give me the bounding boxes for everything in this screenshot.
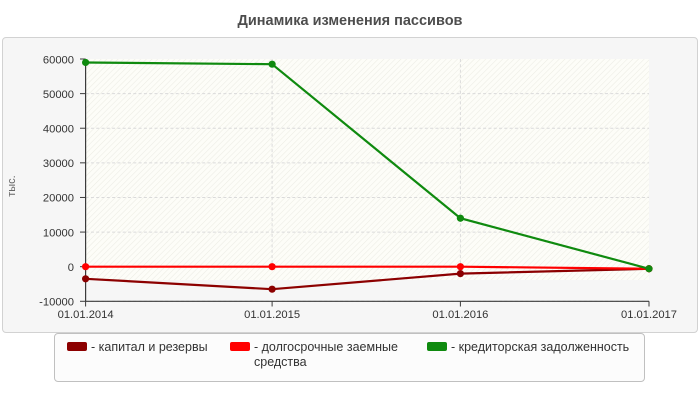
svg-text:40000: 40000 — [43, 124, 74, 136]
svg-text:01.01.2015: 01.01.2015 — [244, 309, 300, 321]
svg-text:01.01.2017: 01.01.2017 — [621, 309, 677, 321]
svg-text:20000: 20000 — [43, 193, 74, 205]
svg-text:0: 0 — [68, 262, 74, 274]
svg-text:50000: 50000 — [43, 89, 74, 101]
svg-text:30000: 30000 — [43, 158, 74, 170]
svg-text:10000: 10000 — [43, 227, 74, 239]
svg-text:01.01.2014: 01.01.2014 — [58, 309, 114, 321]
svg-text:тыс.: тыс. — [6, 175, 18, 197]
svg-text:-10000: -10000 — [39, 297, 74, 309]
svg-text:60000: 60000 — [43, 54, 74, 66]
svg-text:01.01.2016: 01.01.2016 — [432, 309, 488, 321]
